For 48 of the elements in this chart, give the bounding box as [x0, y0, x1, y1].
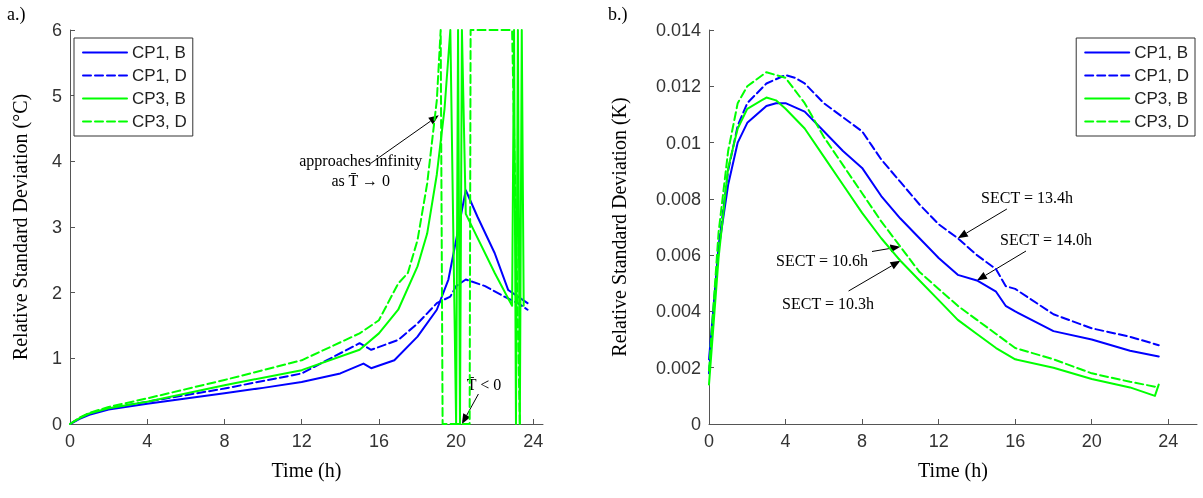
x-tick-label: 0	[703, 431, 715, 451]
y-tick-label: 0.006	[655, 245, 701, 266]
y-tick-label: 0.008	[655, 188, 701, 209]
x-tick-label: 24	[1158, 431, 1179, 451]
annotation: SECT = 13.4h	[981, 188, 1073, 206]
y-tick-label: 4	[51, 151, 62, 172]
y-tick-label: 0.004	[655, 301, 701, 322]
legend-label: CP3, D	[1134, 112, 1189, 131]
annotation: SECT = 10.6h	[776, 251, 868, 269]
y-tick-label: 0	[51, 414, 62, 434]
y-tick-label: 1	[51, 348, 62, 369]
x-axis-title: Time (h)	[271, 459, 342, 482]
y-tick-label: 0.014	[655, 20, 701, 40]
y-tick-label: 0.01	[665, 132, 701, 153]
y-tick-label: 3	[51, 217, 62, 237]
annotation: approaches infinity as T̄ → 0	[299, 151, 423, 189]
y-tick-label: 0.012	[655, 76, 701, 97]
legend-label: CP3, D	[132, 112, 187, 131]
annotation: SECT = 14.0h	[1000, 230, 1092, 248]
y-tick-label: 6	[51, 20, 62, 40]
y-tick-label: 0	[690, 414, 701, 434]
legend-label: CP3, B	[132, 89, 186, 108]
y-axis-title: Relative Standard Deviation (°C)	[9, 93, 32, 361]
x-tick-label: 4	[780, 431, 791, 451]
legend-label: CP1, B	[1134, 43, 1189, 62]
y-axis-title: Relative Standard Deviation (K)	[608, 97, 631, 357]
annotation: SECT = 10.3h	[782, 294, 874, 312]
y-tick-label: 2	[51, 282, 62, 303]
x-tick-label: 12	[291, 431, 312, 451]
x-tick-label: 8	[219, 431, 230, 451]
y-tick-label: 5	[51, 85, 62, 106]
x-tick-label: 0	[64, 431, 76, 451]
x-tick-label: 12	[928, 431, 949, 451]
legend-label: CP1, D	[132, 66, 187, 85]
x-tick-label: 20	[1081, 431, 1102, 451]
y-tick-label: 0.002	[655, 357, 701, 378]
x-tick-label: 8	[857, 431, 868, 451]
legend-label: CP3, B	[1134, 89, 1189, 108]
x-tick-label: 4	[142, 431, 153, 451]
x-tick-label: 16	[1005, 431, 1026, 451]
x-tick-label: 24	[523, 431, 544, 451]
chart-title: b.)	[608, 4, 628, 25]
x-tick-label: 20	[446, 431, 467, 451]
legend-label: CP1, B	[132, 43, 186, 62]
x-axis-title: Time (h)	[918, 459, 988, 482]
x-tick-label: 16	[368, 431, 389, 451]
chart-title: a.)	[7, 4, 26, 25]
legend-label: CP1, D	[1134, 66, 1189, 85]
